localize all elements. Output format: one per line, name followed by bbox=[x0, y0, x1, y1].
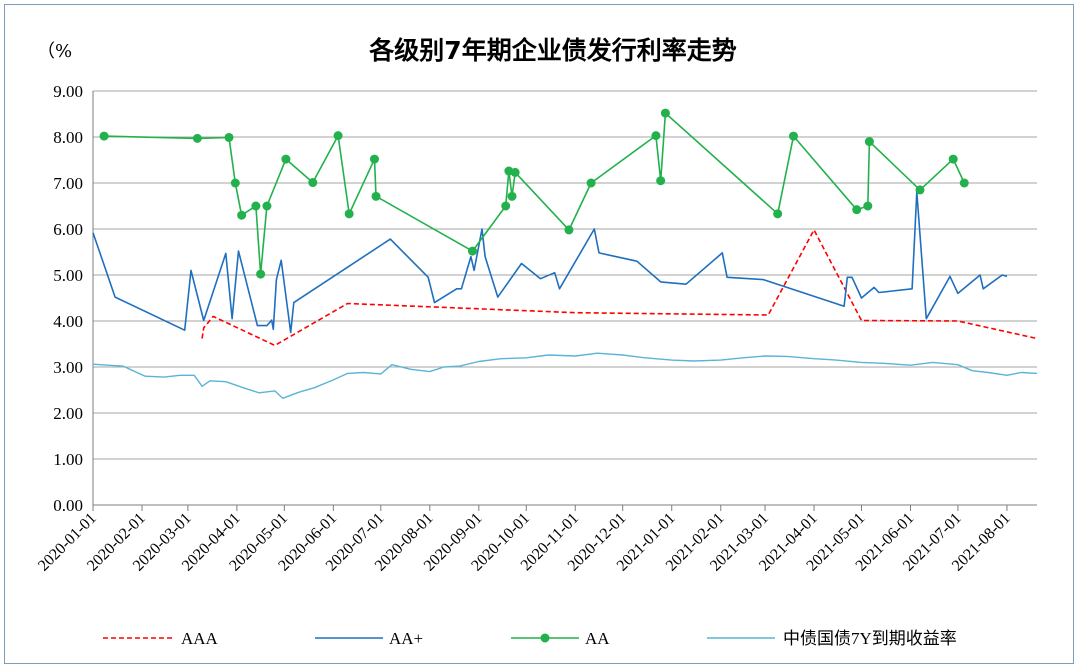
aa-point bbox=[656, 176, 666, 186]
aa-point bbox=[586, 178, 596, 188]
aa-point bbox=[564, 225, 574, 235]
legend-label-aa: AA bbox=[585, 629, 610, 648]
y-tick-label: 9.00 bbox=[53, 82, 83, 101]
aa-point bbox=[915, 185, 925, 195]
legend: AAA AA+ AA 中债国债7Y到期收益率 bbox=[103, 629, 957, 648]
aa-point bbox=[99, 131, 109, 141]
gridlines bbox=[93, 90, 1037, 460]
legend-marker-aa bbox=[540, 633, 550, 643]
aa-point bbox=[959, 178, 969, 188]
aa-point bbox=[864, 137, 874, 147]
chart-frame: 各级别7年期企业债发行利率走势 （% 0.00 1.00 2.00 3.00 4.00 5… bbox=[4, 4, 1074, 664]
y-tick-label: 0.00 bbox=[53, 496, 83, 515]
axes bbox=[92, 91, 1037, 511]
series-lines bbox=[92, 108, 1038, 399]
aa-point bbox=[308, 178, 318, 188]
series-line-aaa bbox=[201, 229, 1038, 347]
aa-point bbox=[251, 201, 261, 211]
series-line-cgb bbox=[92, 352, 1038, 399]
aa-point bbox=[651, 131, 661, 141]
aa-point bbox=[344, 209, 354, 219]
series-line-aa bbox=[104, 112, 966, 275]
aa-point bbox=[507, 191, 517, 201]
y-tick-label: 6.00 bbox=[53, 220, 83, 239]
x-tick-labels: 2020-01-012020-02-012020-03-012020-04-01… bbox=[35, 510, 1014, 575]
rate-chart: 各级别7年期企业债发行利率走势 （% 0.00 1.00 2.00 3.00 4.00 5… bbox=[35, 36, 1038, 648]
y-tick-label: 4.00 bbox=[53, 312, 83, 331]
aa-point bbox=[852, 205, 862, 215]
aa-point bbox=[660, 108, 670, 118]
aa-point bbox=[510, 167, 520, 177]
y-tick-label: 2.00 bbox=[53, 404, 83, 423]
legend-label-aaplus: AA+ bbox=[389, 629, 423, 648]
chart-title: 各级别7年期企业债发行利率走势 bbox=[368, 36, 736, 65]
y-unit-label: （% bbox=[37, 41, 72, 62]
aa-point bbox=[467, 246, 477, 256]
aa-point bbox=[948, 154, 958, 164]
aa-point bbox=[369, 154, 379, 164]
legend-label-cgb: 中债国债7Y到期收益率 bbox=[783, 629, 957, 648]
aa-point bbox=[262, 201, 272, 211]
y-tick-label: 1.00 bbox=[53, 450, 83, 469]
aa-point bbox=[281, 154, 291, 164]
y-tick-label: 5.00 bbox=[53, 266, 83, 285]
aa-point bbox=[237, 210, 247, 220]
aa-point bbox=[192, 133, 202, 143]
aa-point bbox=[256, 269, 266, 279]
aa-point bbox=[863, 201, 873, 211]
y-tick-label: 3.00 bbox=[53, 358, 83, 377]
aa-point bbox=[371, 191, 381, 201]
legend-label-aaa: AAA bbox=[181, 629, 219, 648]
aa-point bbox=[224, 132, 234, 142]
aa-point bbox=[773, 209, 783, 219]
aa-point bbox=[230, 178, 240, 188]
y-tick-label: 7.00 bbox=[53, 174, 83, 193]
series-line-aaplus bbox=[92, 191, 1008, 334]
aa-point bbox=[333, 131, 343, 141]
aa-point bbox=[788, 131, 798, 141]
aa-point bbox=[501, 201, 511, 211]
y-tick-labels: 0.00 1.00 2.00 3.00 4.00 5.00 6.00 7.00 8.00 9.00 bbox=[53, 82, 83, 515]
y-tick-label: 8.00 bbox=[53, 128, 83, 147]
